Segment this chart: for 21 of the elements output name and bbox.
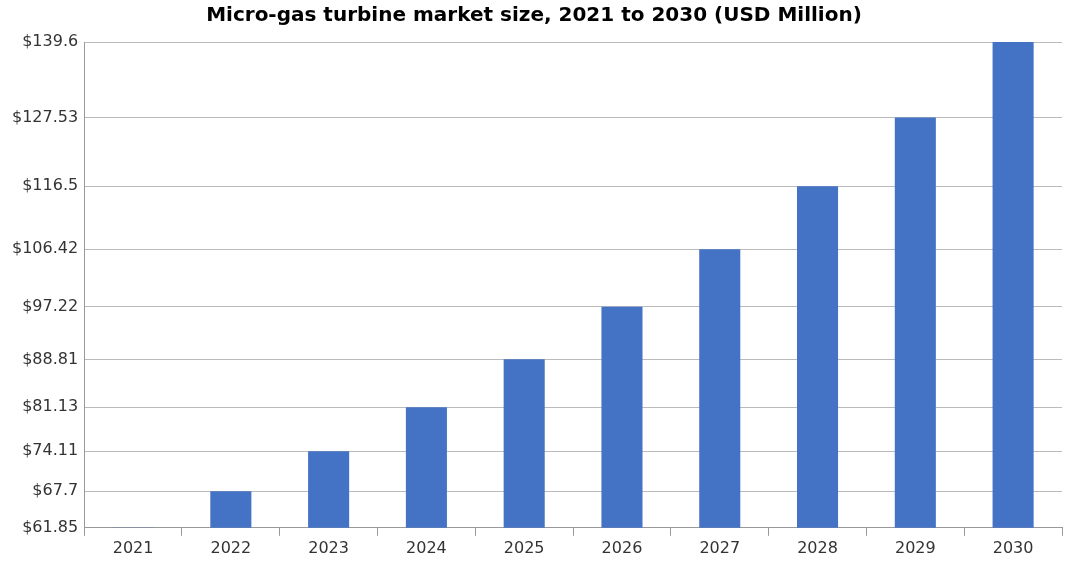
x-tick-label: 2024 [406,537,447,557]
x-tick-label: 2022 [210,537,252,557]
y-tick-label: $74.11 [22,440,79,460]
y-tick-label: $61.85 [22,516,79,536]
y-tick-label: $106.42 [11,238,79,258]
y-tick-label: $127.53 [11,106,79,126]
x-tick-label: 2021 [112,537,154,557]
x-tick-label: 2027 [699,537,741,557]
x-tick-label: 2030 [992,537,1034,557]
y-tick-label: $116.5 [22,175,79,195]
x-tick-label: 2025 [503,537,545,557]
y-tick-label: $81.13 [22,396,79,416]
y-tick-label: $67.7 [32,480,79,500]
x-tick-label: 2028 [797,537,838,557]
y-tick-label: $88.81 [22,348,79,368]
x-tick-label: 2029 [894,537,936,557]
chart-title: Micro-gas turbine market size, 2021 to 2030 (USD Million) [206,2,862,27]
x-tick-label: 2023 [308,537,349,557]
x-tick-label: 2026 [601,537,643,557]
y-tick-label: $97.22 [22,295,79,315]
y-tick-label: $139.6 [22,31,79,51]
